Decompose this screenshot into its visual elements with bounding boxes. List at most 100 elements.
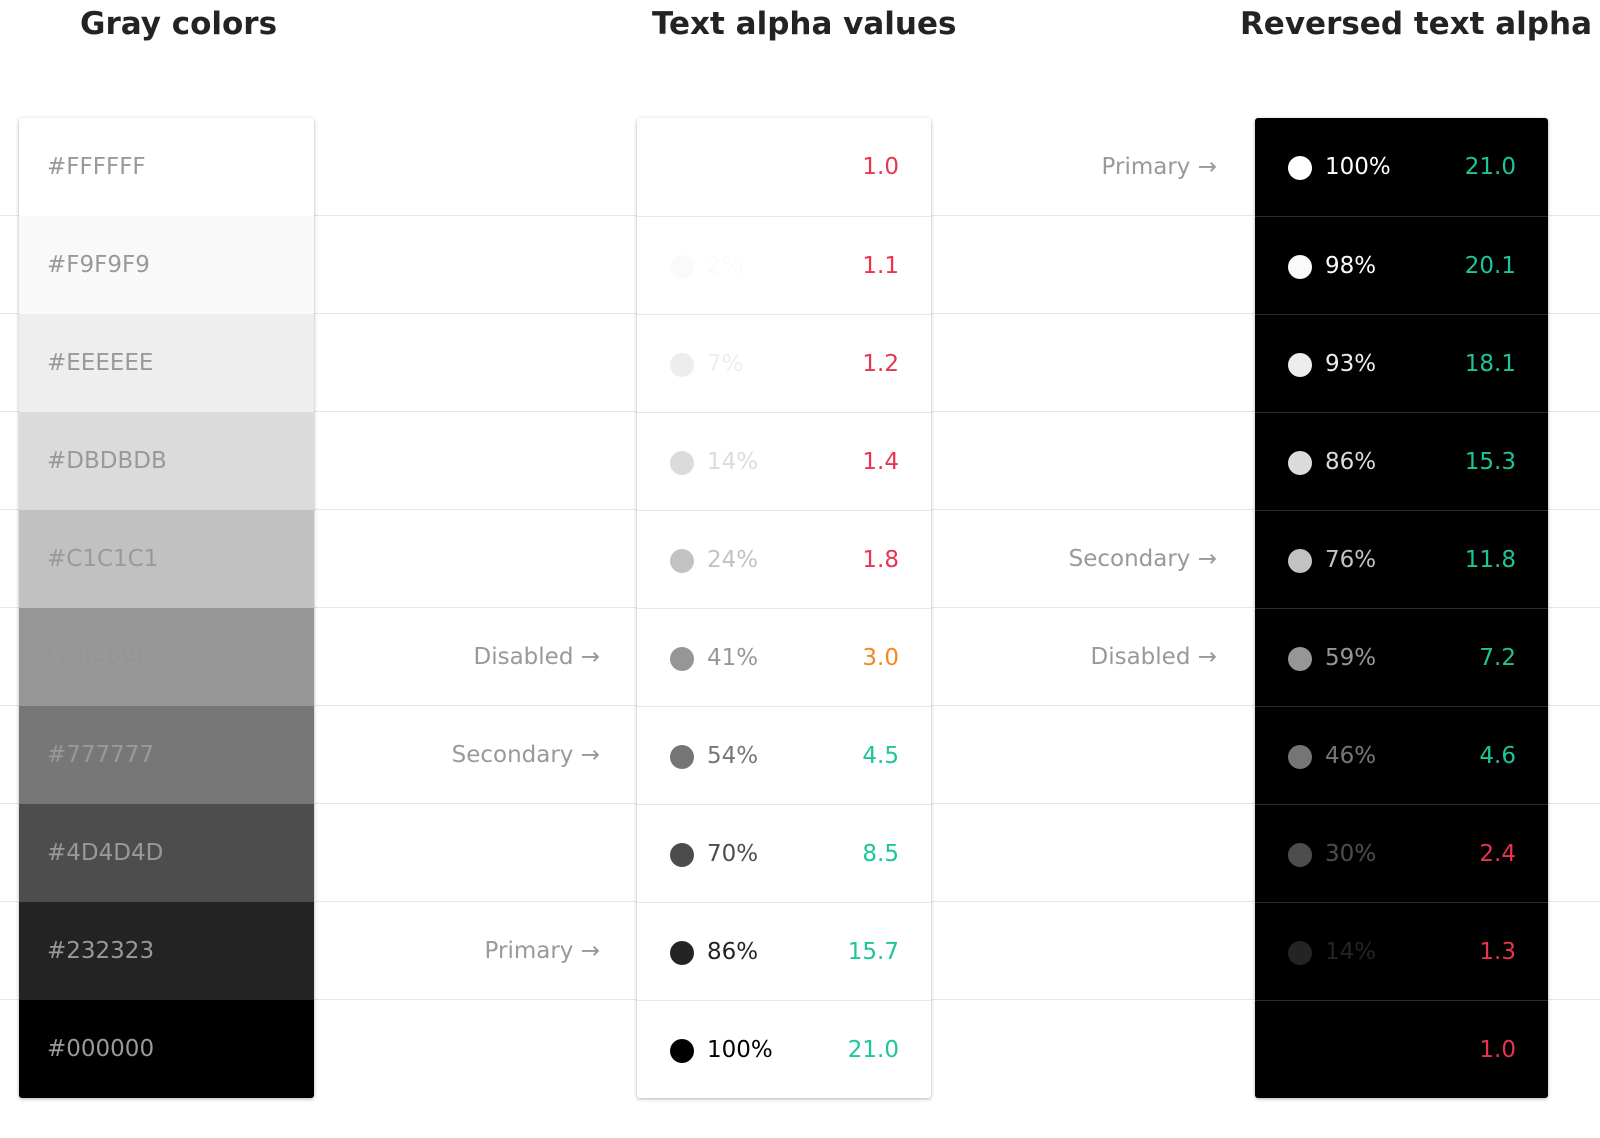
- contrast-ratio: 15.3: [1464, 449, 1516, 475]
- contrast-ratio: 4.6: [1479, 743, 1516, 769]
- reversed-alpha-row: 76% 11.8: [1255, 510, 1548, 608]
- alpha-dot: [1288, 451, 1312, 475]
- alpha-percent: 86%: [707, 939, 759, 965]
- gray-swatch: #232323: [19, 902, 314, 1000]
- hex-label: #FFFFFF: [47, 154, 146, 180]
- usage-marker: Disabled →: [473, 644, 601, 670]
- alpha-dot: [1288, 843, 1312, 867]
- contrast-ratio: 4.5: [862, 743, 899, 769]
- gray-swatch: #EEEEEE: [19, 314, 314, 412]
- alpha-percent: 46%: [1325, 743, 1377, 769]
- alpha-percent: 14%: [1325, 939, 1377, 965]
- alpha-dot: [670, 843, 694, 867]
- reversed-alpha-row: 86% 15.3: [1255, 412, 1548, 510]
- text-alpha-row: 54% 4.5: [637, 706, 931, 804]
- alpha-percent: 100%: [707, 1037, 773, 1063]
- contrast-ratio: 1.8: [862, 547, 899, 573]
- hex-label: #F9F9F9: [47, 252, 150, 278]
- text-alpha-row: 1.0: [637, 118, 931, 216]
- text-alpha-heading: Text alpha values: [652, 6, 957, 42]
- contrast-ratio: 1.0: [1479, 1037, 1516, 1063]
- gray-swatch: #969696: [19, 608, 314, 706]
- hex-label: #C1C1C1: [47, 546, 159, 572]
- reversed-alpha-row: 1.0: [1255, 1000, 1548, 1098]
- reversed-text-alpha-heading: Reversed text alpha: [1239, 6, 1592, 42]
- alpha-dot: [670, 1039, 694, 1063]
- alpha-dot: [1288, 353, 1312, 377]
- alpha-dot: [670, 549, 694, 573]
- contrast-ratio: 2.4: [1479, 841, 1516, 867]
- alpha-dot: [1288, 647, 1312, 671]
- contrast-ratio: 11.8: [1464, 547, 1516, 573]
- text-alpha-row: 24% 1.8: [637, 510, 931, 608]
- usage-marker: Primary →: [1101, 154, 1217, 180]
- alpha-dot: [670, 745, 694, 769]
- alpha-percent: 93%: [1325, 351, 1377, 377]
- alpha-percent: 59%: [1325, 645, 1377, 671]
- alpha-dot: [1288, 941, 1312, 965]
- reversed-alpha-row: 59% 7.2: [1255, 608, 1548, 706]
- text-alpha-row: 41% 3.0: [637, 608, 931, 706]
- alpha-percent: 14%: [707, 449, 759, 475]
- text-alpha-row: 100% 21.0: [637, 1000, 931, 1098]
- contrast-ratio: 1.2: [862, 351, 899, 377]
- alpha-dot: [670, 451, 694, 475]
- text-alpha-row: 2% 1.1: [637, 216, 931, 314]
- contrast-ratio: 21.0: [1464, 154, 1516, 180]
- text-alpha-row: 7% 1.2: [637, 314, 931, 412]
- text-alpha-column: 1.0 2% 1.1 7% 1.2 14% 1.4 24% 1.8 41% 3.0 54% 4.5 70%…: [637, 118, 931, 1098]
- alpha-percent: 98%: [1325, 253, 1377, 279]
- reversed-alpha-row: 30% 2.4: [1255, 804, 1548, 902]
- alpha-percent: 7%: [707, 351, 744, 377]
- alpha-percent: 54%: [707, 743, 759, 769]
- alpha-percent: 86%: [1325, 449, 1377, 475]
- gray-swatch: #777777: [19, 706, 314, 804]
- text-alpha-row: 70% 8.5: [637, 804, 931, 902]
- hex-label: #DBDBDB: [47, 448, 167, 474]
- contrast-ratio: 1.3: [1479, 939, 1516, 965]
- hex-label: #777777: [47, 742, 155, 768]
- usage-marker: Secondary →: [1068, 546, 1217, 572]
- alpha-dot: [1288, 549, 1312, 573]
- alpha-percent: 76%: [1325, 547, 1377, 573]
- gray-swatch: #F9F9F9: [19, 216, 314, 314]
- contrast-ratio: 1.0: [862, 154, 899, 180]
- reversed-alpha-row: 46% 4.6: [1255, 706, 1548, 804]
- reversed-alpha-row: 93% 18.1: [1255, 314, 1548, 412]
- gray-swatch: #FFFFFF: [19, 118, 314, 216]
- hex-label: #4D4D4D: [47, 840, 164, 866]
- contrast-ratio: 15.7: [847, 939, 899, 965]
- contrast-ratio: 1.1: [862, 253, 899, 279]
- alpha-dot: [670, 941, 694, 965]
- usage-marker: Secondary →: [451, 742, 600, 768]
- hex-label: #000000: [47, 1036, 155, 1062]
- hex-label: #232323: [47, 938, 155, 964]
- gray-swatch: #4D4D4D: [19, 804, 314, 902]
- alpha-percent: 2%: [707, 217, 744, 315]
- usage-marker: Primary →: [484, 938, 600, 964]
- contrast-ratio: 8.5: [862, 841, 899, 867]
- text-alpha-row: 86% 15.7: [637, 902, 931, 1000]
- alpha-dot: [670, 353, 694, 377]
- gray-swatch: #000000: [19, 1000, 314, 1098]
- hex-label: #969696: [47, 644, 155, 670]
- alpha-dot: [1288, 156, 1312, 180]
- alpha-percent: 41%: [707, 645, 759, 671]
- usage-marker: Disabled →: [1090, 644, 1218, 670]
- contrast-ratio: 3.0: [862, 645, 899, 671]
- contrast-ratio: 1.4: [862, 449, 899, 475]
- alpha-dot: [1288, 745, 1312, 769]
- contrast-ratio: 20.1: [1464, 253, 1516, 279]
- reversed-text-alpha-column: 100% 21.0 98% 20.1 93% 18.1 86% 15.3 76% 11.8 59% 7…: [1255, 118, 1548, 1098]
- contrast-ratio: 18.1: [1464, 351, 1516, 377]
- alpha-dot: [670, 647, 694, 671]
- alpha-percent: 24%: [707, 547, 759, 573]
- alpha-dot: [1288, 255, 1312, 279]
- alpha-percent: 100%: [1325, 154, 1391, 180]
- alpha-dot: [670, 255, 694, 279]
- gray-swatch: #C1C1C1: [19, 510, 314, 608]
- contrast-ratio: 7.2: [1479, 645, 1516, 671]
- reversed-alpha-row: 100% 21.0: [1255, 118, 1548, 216]
- gray-swatch: #DBDBDB: [19, 412, 314, 510]
- contrast-ratio: 21.0: [847, 1037, 899, 1063]
